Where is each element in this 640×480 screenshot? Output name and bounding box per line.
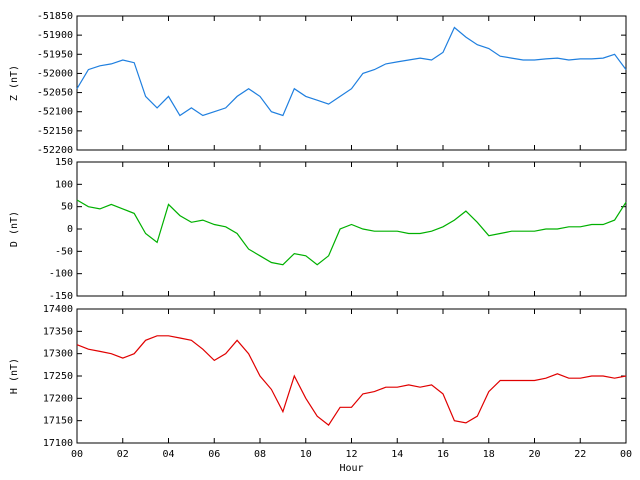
x-tick-label: 10 [300,449,312,460]
y-tick-label: 17350 [43,326,73,337]
data-line [76,26,627,117]
y-tick-label: 0 [67,224,73,235]
y-tick-label: -50 [55,246,73,257]
x-tick-label: 06 [208,449,220,460]
plot-frame [76,308,627,444]
y-tick-label: -51950 [37,49,73,60]
y-tick-label: 17150 [43,416,73,427]
y-axis-label: H (nT) [9,358,20,394]
y-tick-label: -51850 [37,11,73,22]
x-tick-label: 08 [254,449,266,460]
y-tick-label: -52050 [37,88,73,99]
y-axis-label: Z (nT) [9,65,20,101]
y-axis-label: D (nT) [9,211,20,247]
y-tick-label: 17400 [43,304,73,315]
y-tick-label: -52150 [37,126,73,137]
y-tick-label: 17300 [43,349,73,360]
y-tick-label: -51900 [37,30,73,41]
plot-frame [76,15,627,151]
y-tick-label: -52100 [37,107,73,118]
x-tick-label: 12 [345,449,357,460]
x-tick-label: 14 [391,449,403,460]
x-tick-label: 04 [162,449,174,460]
x-tick-label: 00 [71,449,83,460]
y-tick-label: -52200 [37,145,73,156]
x-tick-label: 20 [528,449,540,460]
y-tick-label: -150 [49,291,73,302]
y-tick-label: 100 [55,179,73,190]
x-tick-label: 18 [483,449,495,460]
data-line [76,199,627,266]
x-tick-label: 00 [620,449,632,460]
y-tick-label: 150 [55,157,73,168]
x-axis-label: Hour [339,463,363,474]
x-tick-label: 22 [574,449,586,460]
y-tick-label: 17100 [43,438,73,449]
y-tick-label: -100 [49,269,73,280]
x-tick-label: 16 [437,449,449,460]
y-tick-label: 17200 [43,393,73,404]
data-line [76,335,627,426]
y-tick-label: -52000 [37,68,73,79]
x-tick-label: 02 [117,449,129,460]
y-tick-label: 50 [61,202,73,213]
y-tick-label: 17250 [43,371,73,382]
